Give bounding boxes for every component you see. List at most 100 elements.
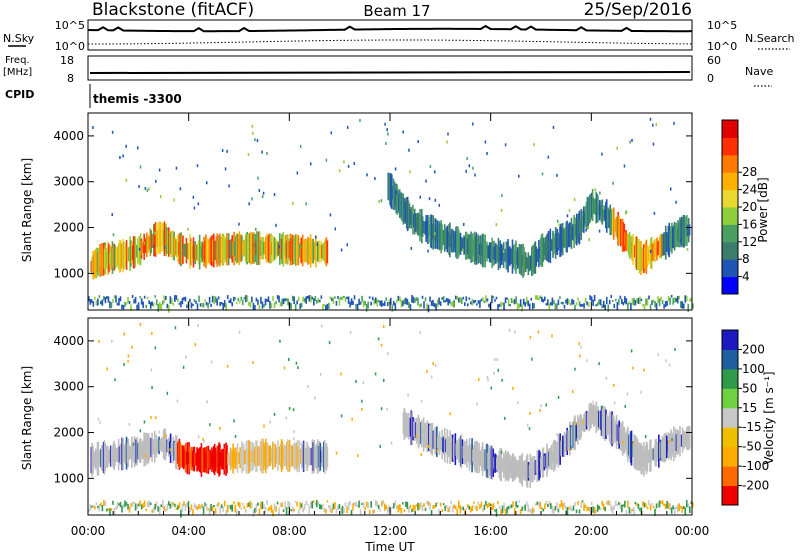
velocity-clutter-cell — [406, 501, 409, 509]
power-cell — [241, 235, 243, 261]
power-clutter-cell — [578, 301, 581, 307]
power-cell — [216, 233, 219, 268]
velocity-cell — [458, 438, 460, 463]
velocity-cell — [291, 445, 293, 467]
velocity-colorbar-swatch — [722, 388, 738, 409]
power-cell — [568, 222, 571, 248]
velocity-cell — [157, 439, 160, 452]
power-cell — [120, 242, 123, 270]
velocity-cell — [518, 455, 521, 483]
power-cell — [459, 232, 462, 255]
power-cell — [413, 214, 415, 228]
velocity-clutter-cell — [291, 506, 294, 513]
velocity-cell — [221, 449, 224, 470]
velocity-clutter-cell — [556, 502, 558, 510]
power-cell — [99, 243, 101, 277]
velocity-cell — [206, 446, 209, 474]
velocity-clutter-cell — [633, 506, 635, 515]
power-clutter-cell — [528, 303, 531, 310]
velocity-cell — [241, 441, 243, 474]
power-cell — [553, 233, 555, 255]
power-cell — [139, 233, 142, 266]
power-heatmap-cells — [88, 117, 694, 313]
velocity-cell — [283, 444, 286, 467]
power-cell — [469, 234, 472, 259]
power-cell — [572, 223, 575, 241]
velocity-clutter-cell — [518, 500, 520, 503]
velocity-cell — [443, 436, 445, 454]
power-clutter-cell — [127, 296, 129, 304]
velocity-clutter-cell — [400, 508, 403, 514]
velocity-clutter-cell — [607, 500, 610, 506]
velocity-cell — [191, 450, 194, 468]
power-clutter-cell — [655, 303, 658, 311]
velocity-ytick-label: 3000 — [53, 380, 84, 394]
velocity-cell — [207, 445, 210, 474]
velocity-clutter-cell — [139, 500, 141, 506]
power-clutter-cell — [690, 297, 693, 302]
power-clutter-cell — [427, 304, 430, 313]
velocity-cell — [665, 433, 667, 461]
power-clutter-cell — [678, 295, 681, 300]
power-cell — [234, 235, 237, 262]
velocity-scatter-cell — [297, 366, 299, 370]
velocity-cell — [615, 414, 618, 450]
velocity-cell — [112, 442, 115, 469]
nave-bottom-tick: 0 — [707, 72, 714, 85]
power-clutter-cell — [263, 304, 265, 308]
velocity-clutter-cell — [136, 504, 138, 510]
velocity-scatter-cell — [493, 371, 496, 375]
power-cell — [497, 237, 500, 271]
velocity-cell — [173, 440, 175, 461]
velocity-cell — [90, 446, 93, 474]
power-scatter-cell — [255, 227, 257, 231]
velocity-clutter-cell — [613, 505, 616, 510]
velocity-cell — [128, 445, 130, 461]
velocity-clutter-cell — [625, 509, 628, 515]
velocity-cell — [233, 448, 235, 469]
velocity-cell — [402, 412, 405, 435]
power-cbar-label: 28 — [742, 165, 757, 179]
power-cell — [302, 242, 305, 259]
velocity-cell — [454, 433, 457, 466]
power-cell — [296, 234, 299, 266]
velocity-cell — [622, 426, 625, 453]
power-cell — [580, 209, 582, 241]
power-clutter-cell — [465, 296, 468, 302]
velocity-cell — [496, 455, 499, 473]
power-clutter-cell — [444, 300, 446, 303]
velocity-cell — [293, 442, 296, 470]
power-cell — [450, 233, 452, 248]
velocity-cell — [165, 434, 167, 457]
power-cell — [653, 240, 656, 262]
power-cell — [453, 235, 456, 248]
power-cbar-label: 8 — [742, 252, 750, 266]
power-clutter-cell — [498, 303, 501, 308]
velocity-scatter-cell — [383, 324, 385, 328]
velocity-clutter-cell — [261, 501, 264, 509]
cpid-label: CPID — [5, 88, 34, 101]
velocity-scatter-cell — [263, 424, 265, 428]
velocity-cell — [137, 443, 139, 459]
power-cell — [294, 234, 297, 266]
velocity-clutter-cell — [239, 502, 241, 508]
velocity-clutter-cell — [379, 508, 382, 512]
power-clutter-cell — [94, 296, 96, 300]
power-cell — [451, 228, 454, 253]
velocity-cell — [558, 438, 561, 462]
power-cell — [300, 237, 302, 263]
velocity-clutter-cell — [657, 502, 659, 508]
power-cell — [536, 249, 538, 263]
velocity-clutter-cell — [290, 509, 292, 512]
power-cell — [113, 243, 116, 271]
power-scatter-cell — [119, 155, 121, 159]
power-clutter-cell — [468, 297, 471, 300]
power-clutter-cell — [104, 296, 107, 304]
nsearch-trace — [87, 39, 693, 45]
velocity-cell — [258, 446, 261, 466]
velocity-cell — [237, 452, 240, 464]
velocity-cell — [641, 452, 643, 467]
power-cell — [269, 234, 271, 263]
velocity-cell — [95, 449, 98, 469]
velocity-cell — [152, 439, 154, 455]
